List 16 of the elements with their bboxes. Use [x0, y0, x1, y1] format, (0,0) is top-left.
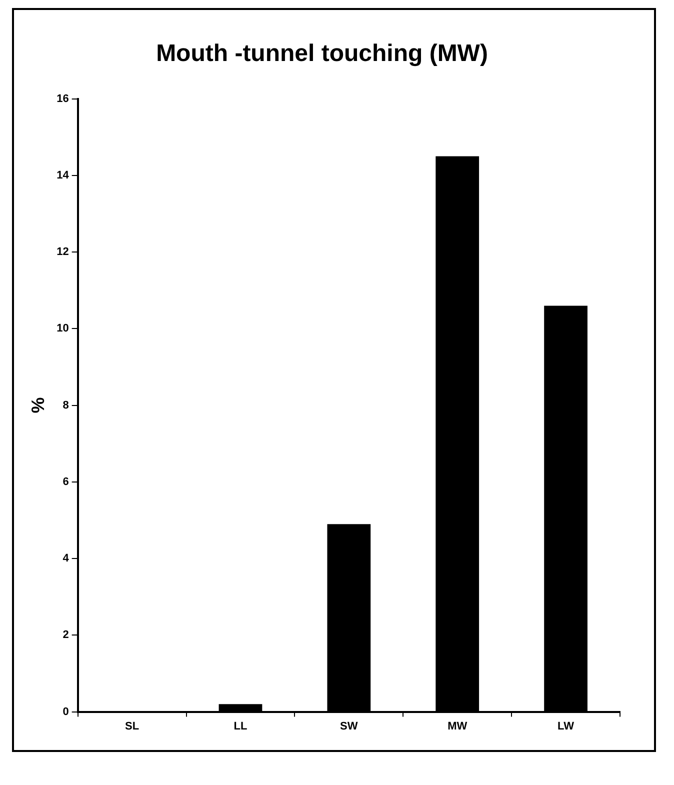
x-tick-label: MW: [448, 720, 468, 732]
x-tick-label: LW: [558, 720, 575, 732]
x-tick-label: SL: [125, 720, 140, 732]
y-tick-label: 16: [56, 92, 69, 105]
x-tick-label: LL: [234, 720, 248, 732]
y-tick-label: 4: [62, 552, 70, 565]
y-tick-label: 6: [62, 476, 69, 488]
y-tick-label: 10: [56, 322, 69, 335]
x-tick-label: SW: [340, 720, 358, 732]
y-tick-label: 2: [62, 629, 69, 642]
y-tick-label: 8: [62, 399, 69, 412]
chart-title: Mouth -tunnel touching (MW): [156, 40, 488, 68]
y-tick-label: 12: [56, 246, 69, 258]
y-tick-label: 0: [62, 706, 69, 718]
y-axis-title: %: [28, 397, 48, 414]
y-tick-label: 14: [56, 169, 70, 182]
